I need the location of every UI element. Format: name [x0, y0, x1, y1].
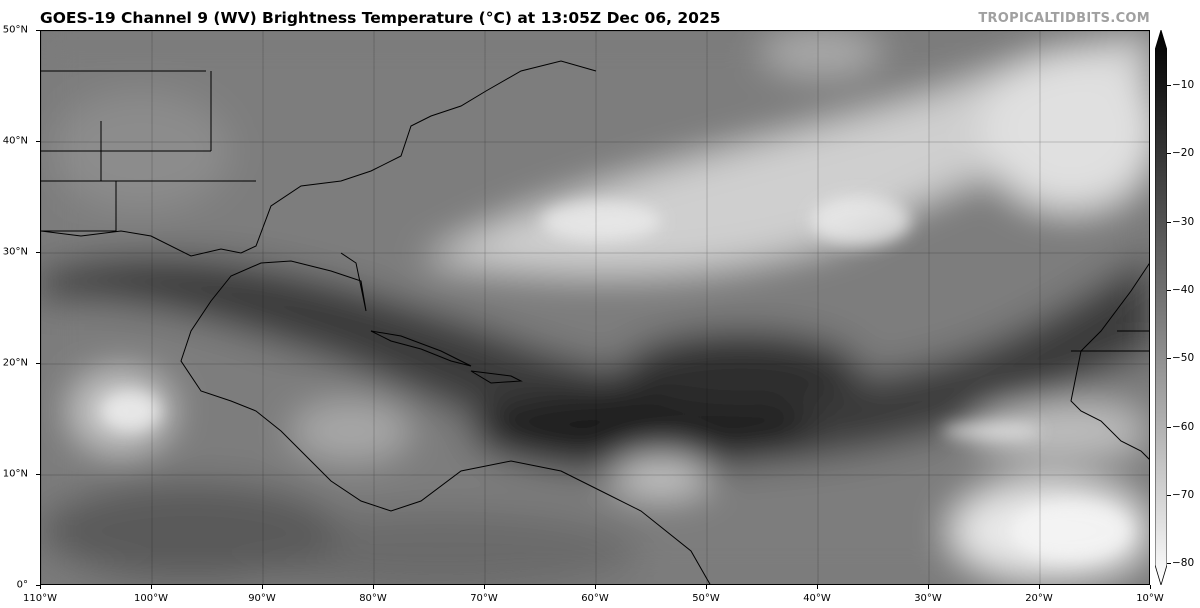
colorbar-tick-label: −50 — [1172, 352, 1195, 365]
lon-tick-label: 110°W — [23, 593, 57, 604]
lon-tick-label: 80°W — [359, 593, 387, 604]
lon-tick-mark — [706, 585, 707, 589]
map-title: GOES-19 Channel 9 (WV) Brightness Temper… — [40, 9, 721, 27]
lon-tick-mark — [928, 585, 929, 589]
coastlines — [41, 60, 1149, 584]
lon-tick-label: 100°W — [134, 593, 168, 604]
colorbar — [1154, 28, 1168, 587]
lon-tick-mark — [1039, 585, 1040, 589]
lon-tick-label: 70°W — [470, 593, 498, 604]
lat-tick-mark — [36, 252, 40, 253]
lon-tick-label: 60°W — [581, 593, 609, 604]
lon-tick-label: 40°W — [803, 593, 831, 604]
colorbar-tick-label: −60 — [1172, 420, 1195, 433]
colorbar-tick-mark — [1167, 153, 1171, 155]
colorbar-tick-mark — [1167, 358, 1171, 360]
lat-tick-label: 20°N — [2, 357, 28, 369]
lat-tick-mark — [36, 363, 40, 364]
lon-tick-mark — [373, 585, 374, 589]
colorbar-tick-label: −10 — [1172, 79, 1195, 91]
satellite-map — [40, 30, 1150, 585]
lon-tick-mark — [40, 585, 41, 589]
colorbar-tick-label: −70 — [1172, 488, 1195, 501]
lat-tick-label: 0° — [16, 579, 28, 591]
lon-tick-label: 10°W — [1136, 593, 1164, 604]
colorbar-tick-mark — [1167, 289, 1171, 291]
lat-tick-mark — [36, 585, 40, 586]
colorbar-tick-mark — [1167, 221, 1171, 223]
gridlines — [41, 31, 1149, 584]
lon-tick-label: 90°W — [248, 593, 276, 604]
lon-tick-mark — [262, 585, 263, 589]
lat-tick-label: 40°N — [2, 135, 28, 147]
colorbar-tick-mark — [1167, 563, 1171, 565]
colorbar-tick-mark — [1167, 426, 1171, 428]
colorbar-gradient — [1154, 28, 1168, 587]
colorbar-tick-label: −30 — [1172, 215, 1195, 228]
lat-tick-label: 10°N — [2, 468, 28, 480]
lat-tick-label: 30°N — [2, 246, 28, 258]
colorbar-tick-label: −40 — [1172, 283, 1195, 296]
lon-tick-mark — [484, 585, 485, 589]
lon-tick-mark — [1150, 585, 1151, 589]
colorbar-tick-label: −20 — [1172, 147, 1195, 160]
lat-tick-label: 50°N — [2, 24, 28, 36]
lon-tick-mark — [595, 585, 596, 589]
water-vapor-imagery — [41, 31, 1149, 584]
colorbar-tick-label: −80 — [1172, 557, 1195, 570]
lat-tick-mark — [36, 474, 40, 475]
lon-tick-label: 30°W — [914, 593, 942, 604]
lat-tick-mark — [36, 30, 40, 31]
lon-tick-mark — [151, 585, 152, 589]
lon-tick-label: 50°W — [692, 593, 720, 604]
source-credit: TROPICALTIDBITS.COM — [978, 11, 1150, 26]
colorbar-tick-mark — [1167, 494, 1171, 496]
lon-tick-mark — [817, 585, 818, 589]
lat-tick-mark — [36, 141, 40, 142]
colorbar-tick-mark — [1167, 85, 1171, 86]
lon-tick-label: 20°W — [1025, 593, 1053, 604]
